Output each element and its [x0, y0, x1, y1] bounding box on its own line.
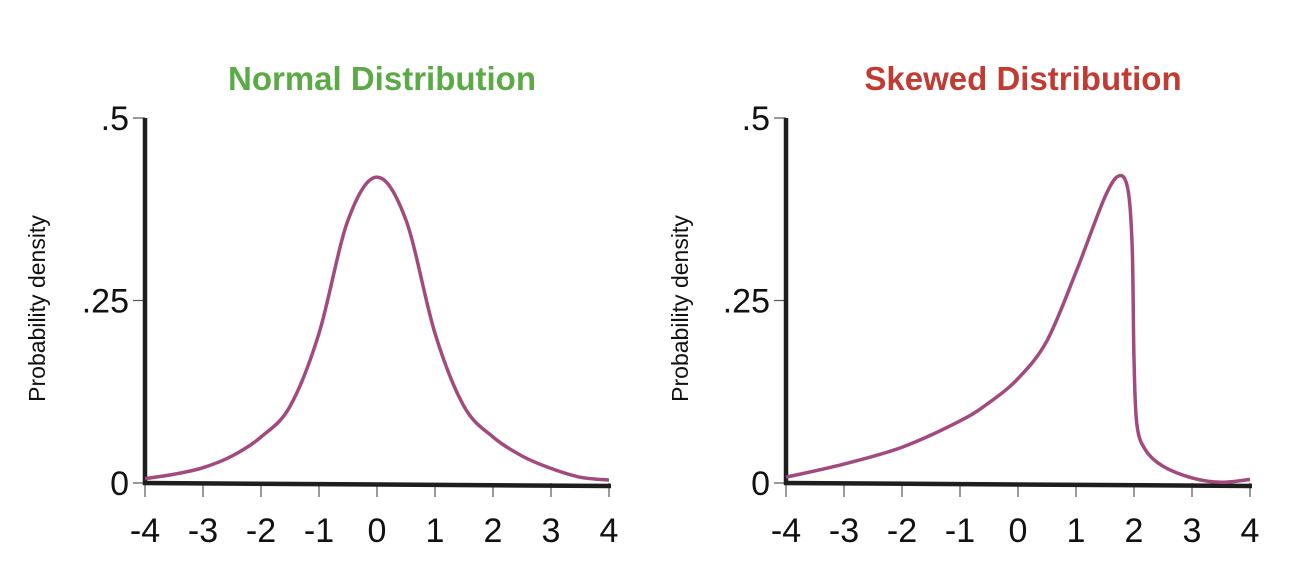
- y-tick-label: 0: [751, 465, 770, 503]
- x-tick-label: 4: [1241, 512, 1260, 550]
- y-tick-label: 0: [110, 465, 129, 503]
- x-tick-label: 3: [1183, 512, 1202, 550]
- x-tick-label: 0: [1009, 512, 1028, 550]
- x-tick-label: 3: [542, 512, 561, 550]
- x-tick-label: -3: [188, 512, 218, 550]
- x-tick-label: -1: [304, 512, 334, 550]
- chart-title: Skewed Distribution: [864, 60, 1181, 97]
- x-tick-label: 1: [1067, 512, 1086, 550]
- x-tick-label: -2: [246, 512, 276, 550]
- y-axis-label: Probability density: [24, 215, 50, 402]
- x-axis: [783, 480, 1253, 489]
- x-tick-label: -4: [130, 512, 160, 550]
- density-curve: [144, 175, 610, 482]
- chart-title: Normal Distribution: [228, 60, 536, 97]
- x-axis: [142, 480, 612, 489]
- y-tick-label: .5: [101, 100, 129, 138]
- x-tick-label: -3: [829, 512, 859, 550]
- y-tick-label: .25: [82, 283, 129, 321]
- density-curve: [785, 173, 1251, 485]
- x-tick-label: 1: [426, 512, 445, 550]
- y-tick-label: .5: [742, 100, 770, 138]
- y-axis-label: Probability density: [667, 215, 693, 402]
- chart-panel-2: Skewed Distribution Probability density 0.…: [667, 60, 1259, 550]
- x-tick-label: 2: [484, 512, 503, 550]
- chart-panel-1: Normal Distribution Probability density 0.…: [24, 60, 618, 550]
- x-tick-label: -4: [771, 512, 801, 550]
- y-tick-label: .25: [723, 283, 770, 321]
- x-tick-label: 4: [600, 512, 619, 550]
- x-tick-label: -2: [887, 512, 917, 550]
- x-tick-label: 0: [368, 512, 387, 550]
- x-tick-label: -1: [945, 512, 975, 550]
- x-tick-label: 2: [1125, 512, 1144, 550]
